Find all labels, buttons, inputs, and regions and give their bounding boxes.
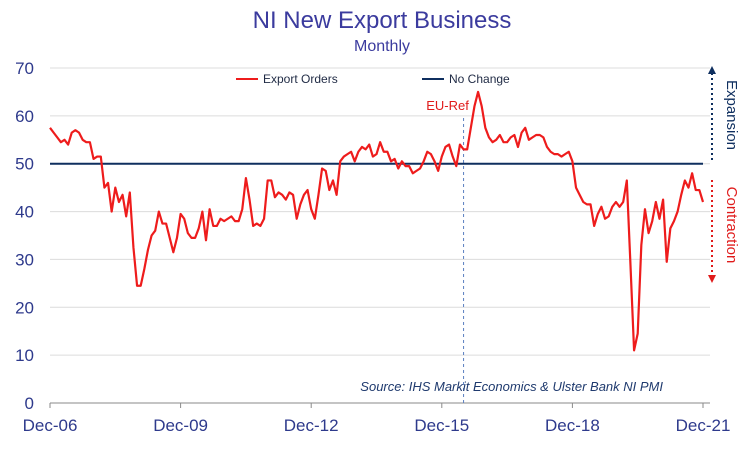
legend: Export Orders No Change bbox=[236, 72, 510, 86]
export-orders-line bbox=[49, 90, 705, 352]
y-tick-label-10: 10 bbox=[15, 346, 34, 365]
x-tick-label-Dec-06: Dec-06 bbox=[23, 416, 78, 435]
x-tick-label-Dec-18: Dec-18 bbox=[545, 416, 600, 435]
x-tick-label-Dec-21: Dec-21 bbox=[676, 416, 731, 435]
y-tick-label-30: 30 bbox=[15, 250, 34, 269]
y-tick-label-40: 40 bbox=[15, 203, 34, 222]
legend-label-no-change: No Change bbox=[449, 72, 510, 86]
expansion-arrow-head bbox=[708, 66, 716, 74]
chart-subtitle: Monthly bbox=[354, 38, 410, 55]
y-tick-label-70: 70 bbox=[15, 59, 34, 78]
contraction-indicator: Contraction bbox=[708, 180, 740, 283]
source-note: Source: IHS Markit Economics & Ulster Ba… bbox=[360, 379, 663, 394]
y-tick-label-20: 20 bbox=[15, 298, 34, 317]
x-axis-labels: Dec-06 Dec-09 Dec-12 Dec-15 Dec-18 Dec-21 bbox=[23, 416, 731, 435]
x-tick-label-Dec-09: Dec-09 bbox=[153, 416, 208, 435]
contraction-arrow-head bbox=[708, 275, 716, 283]
chart-title: NI New Export Business bbox=[253, 7, 512, 34]
expansion-label: Expansion bbox=[723, 80, 740, 150]
y-tick-label-50: 50 bbox=[15, 155, 34, 174]
eu-ref-label: EU-Ref bbox=[426, 98, 469, 113]
x-tick-label-Dec-15: Dec-15 bbox=[414, 416, 469, 435]
contraction-label: Contraction bbox=[723, 187, 740, 264]
x-axis-ticks bbox=[49, 403, 704, 408]
y-tick-label-60: 60 bbox=[15, 107, 34, 126]
y-axis-labels: 0 10 20 30 40 50 60 70 bbox=[15, 59, 34, 413]
y-tick-label-0: 0 bbox=[25, 394, 34, 413]
legend-label-export-orders: Export Orders bbox=[263, 72, 338, 86]
x-tick-label-Dec-12: Dec-12 bbox=[284, 416, 339, 435]
expansion-indicator: Expansion bbox=[708, 66, 740, 160]
